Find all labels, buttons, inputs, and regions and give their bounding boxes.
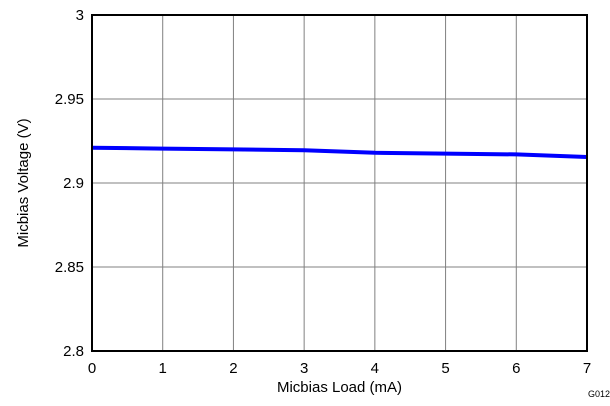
x-tick-label: 2 [229,360,237,377]
x-tick-label: 1 [159,360,167,377]
series-layer [91,145,588,159]
series-line [91,145,588,159]
y-tick-label: 2.85 [55,259,84,276]
x-tick-label: 6 [512,360,520,377]
x-axis-ticks: 0 1 2 3 4 5 6 7 [88,360,591,377]
y-tick-label: 2.95 [55,91,84,108]
plot-frame [91,14,588,352]
y-axis-ticks: 2.8 2.85 2.9 2.95 3 [55,7,84,360]
x-tick-label: 5 [441,360,449,377]
y-tick-label: 3 [76,7,84,24]
x-tick-label: 0 [88,360,96,377]
y-tick-label: 2.8 [63,343,84,360]
y-tick-label: 2.9 [63,175,84,192]
x-axis-label: Micbias Load (mA) [277,379,402,396]
y-axis-label: Micbias Voltage (V) [15,118,32,247]
x-tick-label: 7 [583,360,591,377]
figure-id: G012 [588,389,610,399]
x-tick-label: 4 [371,360,379,377]
x-tick-label: 3 [300,360,308,377]
grid [92,15,587,351]
